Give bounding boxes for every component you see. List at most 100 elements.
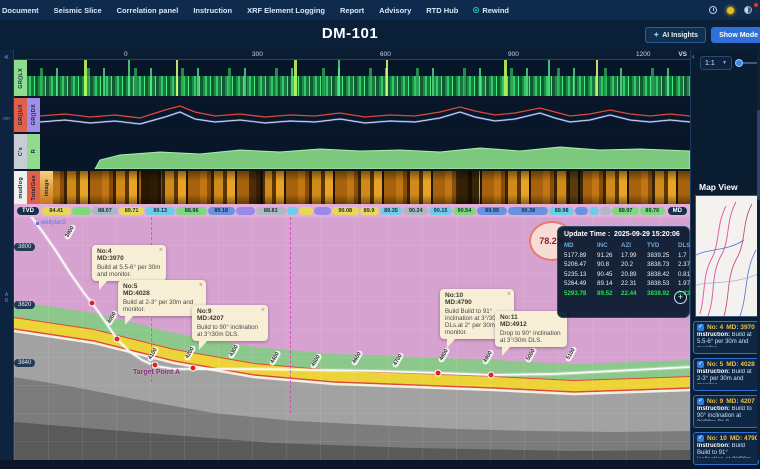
well-cross-section[interactable]: wellplan3 3800 3820 3840 3900 4000 4100 420… xyxy=(14,217,690,460)
add-button[interactable]: + xyxy=(674,291,687,304)
scrollbar[interactable] xyxy=(757,50,760,460)
menu-item-correlation-panel[interactable]: Correlation panel xyxy=(117,6,179,15)
track4-plot xyxy=(53,171,690,204)
menu-item-label: Report xyxy=(339,5,365,15)
update-row: 5264.49 89.14 22.31 3838.53 1.97 xyxy=(564,279,690,289)
scrollbar-thumb[interactable] xyxy=(757,110,760,200)
track4-label-tab-totalgas[interactable]: TotalGas xyxy=(27,171,40,204)
contrast-icon[interactable] xyxy=(744,6,752,14)
menu-item-label: Document xyxy=(2,5,39,15)
tvd-pill: 89.97 xyxy=(612,206,639,215)
instruction-card[interactable]: ✓ No: 4 MD: 3970 Instruction: Build at 5.5-… xyxy=(693,321,759,354)
update-col: DLS xyxy=(678,242,690,249)
update-cell: 3838.73 xyxy=(647,261,670,268)
menu-item-rtd-hub[interactable]: RTD Hub xyxy=(426,6,458,15)
collapse-left-icon[interactable]: « xyxy=(4,52,9,61)
track-gamma[interactable]: GR()LX xyxy=(14,60,690,96)
sun-icon[interactable] xyxy=(727,6,734,14)
track2-label-tab-ux[interactable]: GR()UX xyxy=(14,98,27,132)
instruction-no: No: 10 xyxy=(707,435,727,442)
md-badge: MD xyxy=(667,206,687,215)
vs-axis-unit: VS xyxy=(678,51,687,58)
clock-icon[interactable] xyxy=(709,6,717,14)
update-cell: 1.97 xyxy=(678,280,690,287)
survey-update-panel: Update Time : 2025-09-29 15:20:06 MD INC A… xyxy=(557,226,690,318)
depth-pill: 3820 xyxy=(14,301,36,309)
checkbox-checked-icon[interactable]: ✓ xyxy=(697,398,704,405)
map-view-title: Map View xyxy=(699,182,738,192)
track4-label-tab-mudlog[interactable]: mudlog xyxy=(14,171,27,204)
instruction-card[interactable]: ✓ No: 9 MD: 4207 Instruction: Build to 90° … xyxy=(693,395,759,428)
checkbox-checked-icon[interactable]: ✓ xyxy=(697,324,704,331)
menu-item-rewind[interactable]: Rewind xyxy=(473,6,509,15)
update-cell: 3838.42 xyxy=(647,270,670,278)
update-cell: 20.89 xyxy=(621,270,637,278)
update-col: AZI xyxy=(621,242,631,249)
show-mode-button[interactable]: Show Mode xyxy=(711,27,760,43)
checkbox-checked-icon[interactable]: ✓ xyxy=(697,435,704,442)
menu-item-document[interactable]: Document xyxy=(2,6,39,15)
menu-item-label: Seismic Slice xyxy=(53,5,102,15)
map-view-thumbnail[interactable] xyxy=(695,195,758,317)
instruction-card-header: ✓ No: 10 MD: 4790 xyxy=(697,435,758,442)
track3-label-tab-r[interactable]: R xyxy=(27,134,40,169)
scale-select[interactable]: 1:1 ▼ xyxy=(700,56,732,70)
track-gr-curves[interactable]: GR()UX GR()DX xyxy=(14,98,690,132)
update-cell: 3838.92 xyxy=(647,289,670,297)
sparkle-icon: ✦ xyxy=(653,32,660,39)
close-icon[interactable]: × xyxy=(506,291,511,298)
track-resistivity[interactable]: C's R xyxy=(14,134,690,169)
instruction-card-header: ✓ No: 9 MD: 4207 xyxy=(697,398,755,405)
tvd-pills: 84.41 88.07 89.71 89.13 88.96 89.18 88.81 90.08… xyxy=(42,206,665,215)
zoom-slider[interactable] xyxy=(735,59,758,67)
close-icon[interactable]: × xyxy=(260,307,265,314)
instruction-no: No: 4 xyxy=(707,324,724,331)
update-table-header: MD INC AZI TVD DLS xyxy=(564,241,690,251)
callout-no4[interactable]: × No:4 MD:3970 Build at 5.5-6° per 30m an… xyxy=(92,245,166,290)
ai-insights-button[interactable]: ✦ AI Insights xyxy=(645,27,706,43)
tvd-pill: 89.9 xyxy=(359,206,379,215)
tvd-pill: 89.98 xyxy=(549,206,574,215)
tvd-pill xyxy=(599,206,612,215)
callout-no9[interactable]: × No:9 MD:4207 Build to 90° inclination a… xyxy=(192,305,268,350)
instruction-card[interactable]: ✓ No: 5 MD: 4028 Instruction: Build at 2-3°… xyxy=(693,358,759,391)
zoom-slider-knob[interactable] xyxy=(735,59,743,67)
left-collapsed-panel[interactable]: « om A B xyxy=(0,50,14,460)
update-row: 5206.47 90.8 20.2 3838.73 2.37 xyxy=(564,260,690,270)
track2-label-tab-dx[interactable]: GR()DX xyxy=(27,98,40,132)
checkbox-checked-icon[interactable]: ✓ xyxy=(697,361,704,368)
update-cell: 1.7 xyxy=(678,251,687,259)
update-cell: 0.81 xyxy=(678,270,690,278)
instruction-text: Instruction: Build at 2-3° per 30m and m… xyxy=(697,369,752,384)
menu-item-report[interactable]: Report xyxy=(340,6,364,15)
menu-item-instruction[interactable]: Instruction xyxy=(193,6,232,15)
tvd-pill: 89.76 xyxy=(639,206,665,215)
callout-no5[interactable]: × No:5 MD:4028 Build at 2-3° per 30m and … xyxy=(118,280,206,325)
tvd-value-strip: TVD 84.41 88.07 89.71 89.13 88.96 89.18 88.81 9… xyxy=(14,204,690,217)
track-image-log[interactable]: mudlog TotalGas image xyxy=(14,171,690,204)
track3-plot xyxy=(40,134,690,169)
update-cell: 89.14 xyxy=(597,280,613,287)
menu-item-label: Correlation panel xyxy=(116,5,179,15)
instruction-card-header: ✓ No: 5 MD: 4028 xyxy=(697,361,755,368)
axis-tick: 900 xyxy=(508,51,519,58)
update-col: MD xyxy=(564,242,574,249)
track1-label-tab[interactable]: GR()LX xyxy=(14,60,27,96)
update-cell: 3838.53 xyxy=(647,280,670,287)
menu-item-xrf-element-logging[interactable]: XRF Element Logging xyxy=(247,6,325,15)
instruction-card[interactable]: ✓ No: 10 MD: 4790 Instruction: Build Build … xyxy=(693,432,759,465)
menu-item-label: Instruction xyxy=(193,5,233,15)
track4-label-tab-image[interactable]: image xyxy=(40,171,53,204)
tvd-pill: 84.41 xyxy=(42,206,71,215)
menu-item-seismic-slice[interactable]: Seismic Slice xyxy=(54,6,102,15)
update-row: 5177.89 91.26 17.99 3839.25 1.7 xyxy=(564,251,687,261)
menu-item-advisory[interactable]: Advisory xyxy=(379,6,411,15)
tvd-pill: 90.54 xyxy=(452,206,476,215)
tvd-pill xyxy=(575,206,589,215)
collapse-right-icon[interactable]: ‹ xyxy=(692,52,695,61)
track3-label-tab-cs[interactable]: C's xyxy=(14,134,27,169)
update-cell: 91.26 xyxy=(597,251,613,259)
close-icon[interactable]: × xyxy=(198,282,203,289)
close-icon[interactable]: × xyxy=(158,247,163,254)
